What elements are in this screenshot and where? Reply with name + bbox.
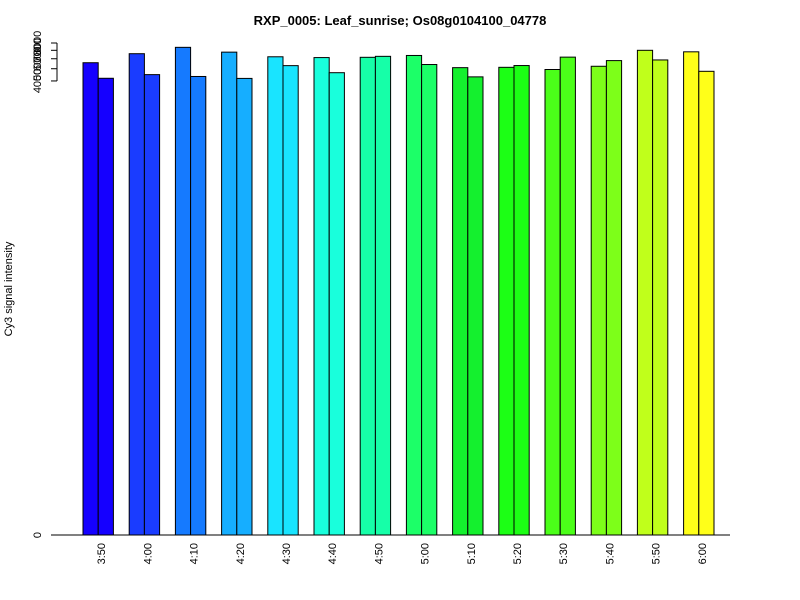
- y-tick-label-6000: 6000: [32, 47, 44, 71]
- y-tick-label-7000: 7000: [32, 38, 44, 62]
- bar-440-s1: [313, 57, 330, 536]
- x-tick-label-400: 4:00: [142, 543, 154, 564]
- y-tick-label-5000: 5000: [32, 56, 44, 80]
- bar-530-s2: [559, 56, 576, 536]
- bar-550-s1: [636, 49, 654, 536]
- x-tick-label-420: 4:20: [235, 543, 247, 564]
- bar-500-s1: [405, 54, 423, 536]
- x-tick-label-550: 5:50: [651, 543, 663, 564]
- bar-550-s2: [652, 59, 669, 536]
- x-tick-label-450: 4:50: [373, 543, 385, 564]
- bar-520-s2: [513, 65, 530, 536]
- bar-400-s2: [143, 74, 161, 536]
- bar-410-s1: [174, 46, 192, 536]
- x-tick-label-350: 3:50: [96, 543, 108, 564]
- bar-520-s1: [498, 66, 515, 536]
- bar-510-s2: [467, 76, 484, 536]
- bar-510-s1: [452, 67, 469, 536]
- bar-500-s2: [421, 64, 438, 536]
- bar-530-s1: [544, 69, 561, 536]
- x-tick-label-540: 5:40: [604, 543, 616, 564]
- bar-450-s2: [374, 55, 392, 536]
- bar-350-s1: [82, 62, 99, 536]
- x-axis: 3:50 4:00 4:10 4:20 4:30 4:40 4:50 5:00 5:10 5:20…: [52, 534, 730, 564]
- bar-410-s2: [190, 75, 207, 536]
- x-tick-label-530: 5:30: [558, 543, 570, 564]
- bar-420-s1: [221, 51, 238, 536]
- bar-430-s2: [282, 65, 299, 536]
- bar-350-s2: [97, 77, 114, 536]
- bar-540-s1: [590, 65, 607, 536]
- x-tick-label-440: 4:40: [327, 543, 339, 564]
- bar-400-s1: [128, 53, 145, 536]
- x-tick-label-600: 6:00: [697, 543, 709, 564]
- bar-450-s1: [359, 56, 376, 536]
- x-tick-label-500: 5:00: [420, 543, 432, 564]
- x-tick-label-510: 5:10: [466, 543, 478, 564]
- x-tick-label-520: 5:20: [512, 543, 524, 564]
- x-tick-label-430: 4:30: [281, 543, 293, 564]
- bar-600-s2: [698, 70, 715, 536]
- y-tick-label-8000: 8000: [32, 31, 44, 55]
- x-tick-label-410: 4:10: [189, 543, 201, 564]
- y-axis-label: Cy3 signal intensity: [3, 241, 15, 336]
- bar-600-s1: [683, 51, 700, 536]
- bars-group: [82, 46, 715, 536]
- chart-title: RXP_0005: Leaf_sunrise; Os08g0104100_047…: [254, 13, 547, 28]
- bar-420-s2: [236, 77, 253, 536]
- bar-430-s1: [267, 56, 284, 536]
- bar-540-s2: [605, 60, 623, 536]
- y-tick-label-4000: 4000: [32, 69, 44, 93]
- bar-440-s2: [328, 72, 345, 536]
- y-tick-label-0: 0: [32, 532, 44, 538]
